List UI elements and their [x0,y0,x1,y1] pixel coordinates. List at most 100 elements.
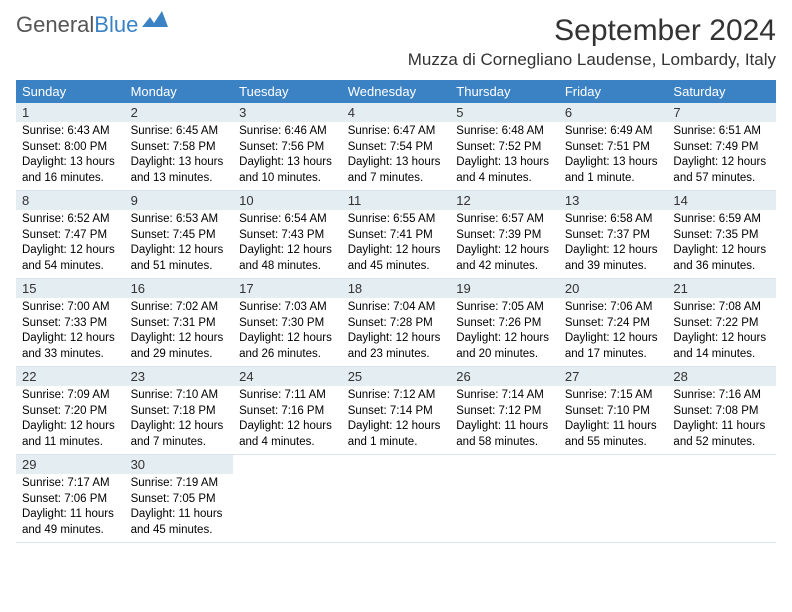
daylight-line: Daylight: 12 hours and 45 minutes. [348,243,445,274]
dow-header: Monday [125,80,234,103]
day-number: 16 [125,279,234,298]
day-number: 25 [342,367,451,386]
day-info: Sunrise: 7:15 AMSunset: 7:10 PMDaylight:… [559,386,668,454]
sunrise-line: Sunrise: 7:10 AM [131,388,228,404]
sunset-line: Sunset: 7:58 PM [131,140,228,156]
daylight-line: Daylight: 12 hours and 54 minutes. [22,243,119,274]
sunset-line: Sunset: 7:30 PM [239,316,336,332]
daylight-line: Daylight: 12 hours and 17 minutes. [565,331,662,362]
day-info: Sunrise: 6:45 AMSunset: 7:58 PMDaylight:… [125,122,234,190]
calendar-day: 27Sunrise: 7:15 AMSunset: 7:10 PMDayligh… [559,367,668,454]
calendar-day: 8Sunrise: 6:52 AMSunset: 7:47 PMDaylight… [16,191,125,278]
calendar-day: 29Sunrise: 7:17 AMSunset: 7:06 PMDayligh… [16,455,125,542]
day-number: 12 [450,191,559,210]
daylight-line: Daylight: 12 hours and 57 minutes. [673,155,770,186]
day-info: Sunrise: 7:09 AMSunset: 7:20 PMDaylight:… [16,386,125,454]
sunset-line: Sunset: 7:24 PM [565,316,662,332]
daylight-line: Daylight: 12 hours and 33 minutes. [22,331,119,362]
day-info: Sunrise: 7:02 AMSunset: 7:31 PMDaylight:… [125,298,234,366]
dow-header: Wednesday [342,80,451,103]
sunset-line: Sunset: 7:41 PM [348,228,445,244]
day-number: 22 [16,367,125,386]
day-number: 21 [667,279,776,298]
day-number: 29 [16,455,125,474]
day-info: Sunrise: 6:58 AMSunset: 7:37 PMDaylight:… [559,210,668,278]
sunset-line: Sunset: 7:18 PM [131,404,228,420]
sunset-line: Sunset: 7:51 PM [565,140,662,156]
sunrise-line: Sunrise: 7:08 AM [673,300,770,316]
day-info: Sunrise: 6:46 AMSunset: 7:56 PMDaylight:… [233,122,342,190]
day-info: Sunrise: 6:55 AMSunset: 7:41 PMDaylight:… [342,210,451,278]
day-number: 7 [667,103,776,122]
daylight-line: Daylight: 11 hours and 55 minutes. [565,419,662,450]
sunset-line: Sunset: 7:08 PM [673,404,770,420]
day-info: Sunrise: 6:43 AMSunset: 8:00 PMDaylight:… [16,122,125,190]
calendar-day: 18Sunrise: 7:04 AMSunset: 7:28 PMDayligh… [342,279,451,366]
day-number: 20 [559,279,668,298]
sunset-line: Sunset: 7:52 PM [456,140,553,156]
sunset-line: Sunset: 7:35 PM [673,228,770,244]
sunrise-line: Sunrise: 7:06 AM [565,300,662,316]
day-number: 19 [450,279,559,298]
logo-mark-icon [142,9,168,29]
sunrise-line: Sunrise: 7:15 AM [565,388,662,404]
calendar-day: 3Sunrise: 6:46 AMSunset: 7:56 PMDaylight… [233,103,342,190]
daylight-line: Daylight: 13 hours and 10 minutes. [239,155,336,186]
sunrise-line: Sunrise: 7:17 AM [22,476,119,492]
day-info: Sunrise: 6:47 AMSunset: 7:54 PMDaylight:… [342,122,451,190]
calendar-day: 6Sunrise: 6:49 AMSunset: 7:51 PMDaylight… [559,103,668,190]
calendar-day: 24Sunrise: 7:11 AMSunset: 7:16 PMDayligh… [233,367,342,454]
dow-header: Friday [559,80,668,103]
day-number: 2 [125,103,234,122]
sunset-line: Sunset: 7:22 PM [673,316,770,332]
sunrise-line: Sunrise: 7:19 AM [131,476,228,492]
calendar-day: 22Sunrise: 7:09 AMSunset: 7:20 PMDayligh… [16,367,125,454]
sunrise-line: Sunrise: 6:51 AM [673,124,770,140]
sunrise-line: Sunrise: 7:03 AM [239,300,336,316]
dow-row: SundayMondayTuesdayWednesdayThursdayFrid… [16,80,776,103]
sunrise-line: Sunrise: 6:58 AM [565,212,662,228]
location: Muzza di Cornegliano Laudense, Lombardy,… [408,50,776,70]
sunset-line: Sunset: 7:56 PM [239,140,336,156]
day-info: Sunrise: 7:04 AMSunset: 7:28 PMDaylight:… [342,298,451,366]
day-info: Sunrise: 7:17 AMSunset: 7:06 PMDaylight:… [16,474,125,542]
calendar-day: 13Sunrise: 6:58 AMSunset: 7:37 PMDayligh… [559,191,668,278]
daylight-line: Daylight: 12 hours and 26 minutes. [239,331,336,362]
day-number: 24 [233,367,342,386]
day-info: Sunrise: 7:08 AMSunset: 7:22 PMDaylight:… [667,298,776,366]
dow-header: Sunday [16,80,125,103]
sunrise-line: Sunrise: 6:57 AM [456,212,553,228]
daylight-line: Daylight: 12 hours and 4 minutes. [239,419,336,450]
daylight-line: Daylight: 12 hours and 11 minutes. [22,419,119,450]
sunrise-line: Sunrise: 6:47 AM [348,124,445,140]
calendar-day: 16Sunrise: 7:02 AMSunset: 7:31 PMDayligh… [125,279,234,366]
calendar-week: 22Sunrise: 7:09 AMSunset: 7:20 PMDayligh… [16,367,776,455]
day-number: 13 [559,191,668,210]
daylight-line: Daylight: 13 hours and 4 minutes. [456,155,553,186]
day-info: Sunrise: 6:54 AMSunset: 7:43 PMDaylight:… [233,210,342,278]
sunrise-line: Sunrise: 7:16 AM [673,388,770,404]
brand-part2: Blue [94,14,138,36]
month-title: September 2024 [408,14,776,48]
day-info: Sunrise: 6:57 AMSunset: 7:39 PMDaylight:… [450,210,559,278]
sunrise-line: Sunrise: 6:52 AM [22,212,119,228]
calendar-day: 28Sunrise: 7:16 AMSunset: 7:08 PMDayligh… [667,367,776,454]
daylight-line: Daylight: 12 hours and 20 minutes. [456,331,553,362]
calendar-week: 29Sunrise: 7:17 AMSunset: 7:06 PMDayligh… [16,455,776,543]
day-info: Sunrise: 7:12 AMSunset: 7:14 PMDaylight:… [342,386,451,454]
day-info: Sunrise: 7:14 AMSunset: 7:12 PMDaylight:… [450,386,559,454]
sunrise-line: Sunrise: 7:11 AM [239,388,336,404]
day-number: 11 [342,191,451,210]
day-info: Sunrise: 7:16 AMSunset: 7:08 PMDaylight:… [667,386,776,454]
sunset-line: Sunset: 7:43 PM [239,228,336,244]
day-info: Sunrise: 7:03 AMSunset: 7:30 PMDaylight:… [233,298,342,366]
day-number: 8 [16,191,125,210]
sunset-line: Sunset: 7:45 PM [131,228,228,244]
day-info: Sunrise: 6:49 AMSunset: 7:51 PMDaylight:… [559,122,668,190]
day-number: 28 [667,367,776,386]
daylight-line: Daylight: 11 hours and 58 minutes. [456,419,553,450]
sunset-line: Sunset: 7:33 PM [22,316,119,332]
sunset-line: Sunset: 7:05 PM [131,492,228,508]
daylight-line: Daylight: 11 hours and 49 minutes. [22,507,119,538]
day-info: Sunrise: 6:59 AMSunset: 7:35 PMDaylight:… [667,210,776,278]
